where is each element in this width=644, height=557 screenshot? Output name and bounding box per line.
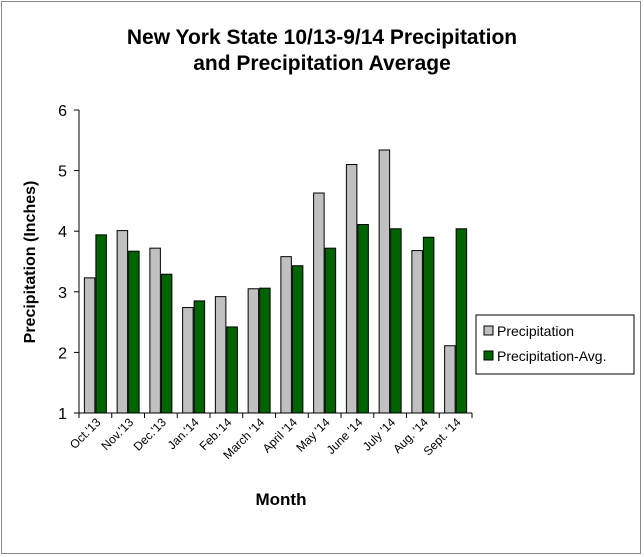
y-tick-label: 1: [58, 406, 67, 423]
bar-precipitation-avg: [128, 250, 140, 414]
x-tick-label: Dec.'13: [131, 415, 170, 454]
y-tick-label: 5: [58, 164, 67, 181]
x-tick-label: Oct.'13: [67, 415, 104, 452]
legend-box: [475, 314, 635, 375]
bar-precipitation-avg: [422, 236, 435, 414]
chart-title-line-2: and Precipitation Average: [193, 52, 451, 75]
y-tick-label: 2: [58, 345, 67, 362]
y-tick-label: 3: [58, 285, 67, 302]
bar-precipitation: [444, 345, 456, 414]
bar-precipitation-avg: [193, 300, 206, 414]
x-tick-label: April '14: [260, 415, 301, 456]
bar-precipitation-avg: [455, 228, 468, 414]
legend-swatch-precipitation-avg: [483, 350, 494, 361]
bar-precipitation: [182, 307, 194, 414]
legend-label-precipitation-avg: Precipitation-Avg.: [497, 348, 606, 364]
bar-precipitation-avg: [390, 228, 402, 414]
legend-label-precipitation: Precipitation: [497, 323, 574, 339]
x-tick-label: Nov.'13: [98, 415, 136, 453]
x-axis-title: Month: [256, 490, 307, 509]
bar-precipitation: [149, 247, 161, 414]
bar-precipitation: [116, 230, 129, 414]
bar-precipitation: [214, 296, 227, 414]
y-axis-title: Precipitation (Inches): [22, 181, 39, 344]
bar-precipitation: [411, 250, 423, 414]
bar-precipitation-avg: [259, 287, 271, 414]
bar-precipitation: [378, 149, 391, 414]
bar-precipitation: [280, 256, 292, 414]
bar-precipitation: [247, 288, 260, 414]
bar-precipitation-avg: [291, 265, 304, 414]
bar-precipitation: [83, 277, 96, 414]
y-tick-label: 6: [58, 103, 67, 120]
bar-precipitation: [313, 192, 325, 414]
bar-precipitation-avg: [324, 247, 337, 414]
bar-precipitation-avg: [357, 224, 369, 414]
bar-precipitation-avg: [95, 234, 107, 414]
x-tick-label: June '14: [324, 415, 366, 457]
bar-precipitation-avg: [226, 326, 238, 414]
bar-precipitation-avg: [160, 273, 173, 414]
legend-swatch-precipitation: [483, 325, 494, 336]
chart-title-line-1: New York State 10/13-9/14 Precipitation: [126, 26, 518, 49]
x-tick-label: Jan.'14: [165, 415, 202, 452]
bar-precipitation: [345, 164, 358, 414]
y-tick-label: 4: [58, 224, 67, 241]
